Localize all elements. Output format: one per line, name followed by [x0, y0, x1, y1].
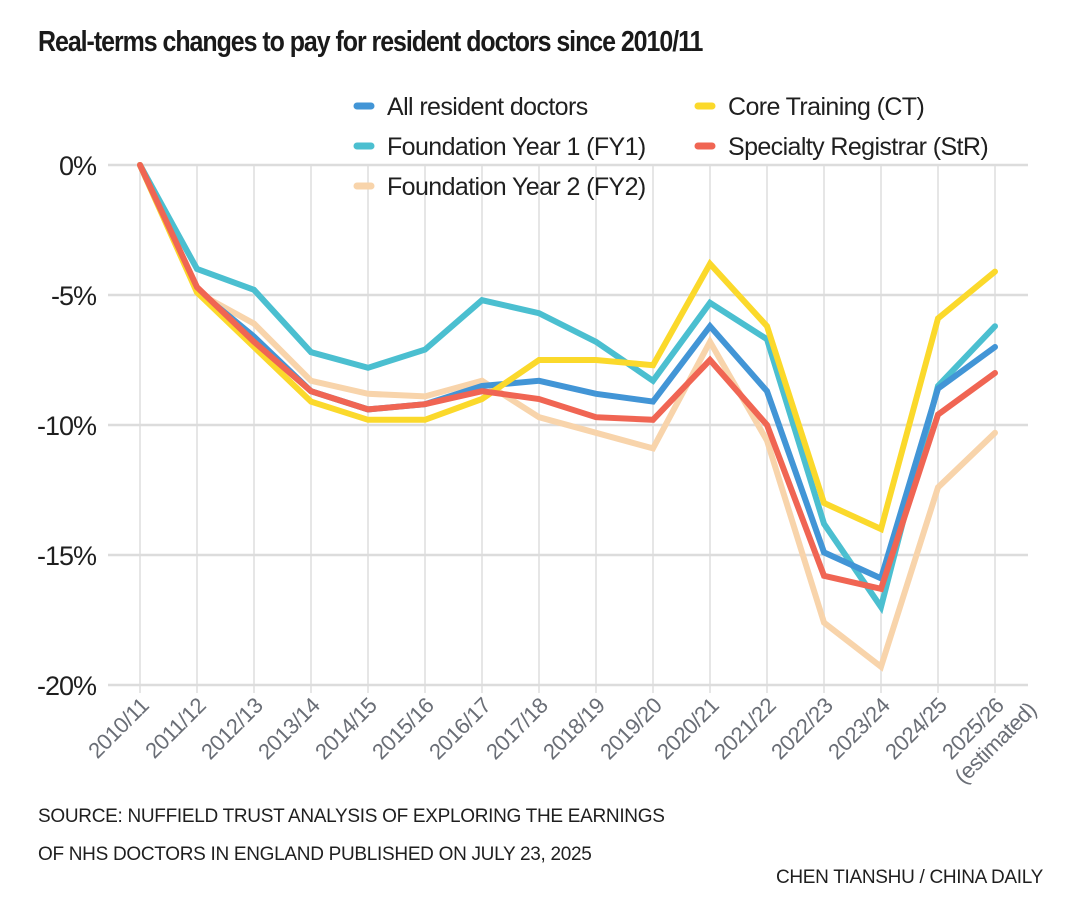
x-tick-label-line: 2019/20: [595, 693, 667, 765]
x-tick-label-line: 2022/23: [766, 693, 838, 765]
x-tick-label-line: 2012/13: [196, 693, 268, 765]
x-tick-label: 2025/26(estimated): [937, 693, 1041, 789]
legend-item: All resident doctors: [353, 93, 588, 121]
x-tick-label-line: 2024/25: [880, 693, 952, 765]
credit: CHEN TIANSHU / CHINA DAILY: [775, 867, 1043, 888]
legend-item: Foundation Year 1 (FY1): [353, 133, 646, 161]
x-axis-ticks: 2010/112011/122012/132013/142014/152015/…: [83, 693, 1041, 789]
y-tick-label: -10%: [37, 411, 97, 441]
series-line-specialty-registrar-str: [137, 162, 998, 593]
x-tick-label: 2019/20: [595, 693, 667, 765]
y-tick-label: -15%: [37, 541, 97, 571]
x-tick-label: 2012/13: [196, 693, 268, 765]
legend-item: Core Training (CT): [694, 93, 925, 121]
x-tick-label-line: 2017/18: [481, 693, 553, 765]
x-tick-label: 2014/15: [310, 693, 382, 765]
legend-item: Foundation Year 2 (FY2): [353, 173, 646, 201]
x-tick-label: 2018/19: [538, 693, 610, 765]
y-tick-label: -5%: [51, 281, 97, 311]
series-line-all-resident-doctors: [137, 162, 998, 583]
series-line-foundation-year-2-fy2: [137, 162, 998, 672]
x-tick-label: 2024/25: [880, 693, 952, 765]
x-tick-label-line: 2018/19: [538, 693, 610, 765]
x-tick-label: 2023/24: [823, 693, 895, 765]
series-lines: [137, 162, 998, 672]
y-tick-label: 0%: [59, 151, 97, 181]
x-tick-label-line: 2021/22: [709, 693, 781, 765]
legend-label: All resident doctors: [387, 93, 588, 121]
source-note-line1: SOURCE: NUFFIELD TRUST ANALYSIS OF EXPLO…: [38, 806, 665, 827]
x-tick-label: 2011/12: [140, 693, 210, 763]
y-tick-label: -20%: [37, 671, 97, 701]
x-tick-label-line: 2023/24: [823, 693, 895, 765]
legend-label: Foundation Year 1 (FY1): [387, 133, 646, 161]
x-tick-label-line: 2010/11: [83, 693, 153, 763]
legend-label: Core Training (CT): [728, 93, 924, 121]
x-tick-label-line: 2016/17: [424, 693, 496, 765]
x-tick-label: 2015/16: [367, 693, 439, 765]
x-tick-label: 2021/22: [709, 693, 781, 765]
x-tick-label: 2017/18: [481, 693, 553, 765]
x-tick-label-line: 2014/15: [310, 693, 382, 765]
x-tick-label: 2016/17: [424, 693, 496, 765]
y-axis-ticks: 0% -5% -10% -15% -20%: [37, 151, 98, 701]
x-tick-label-line: 2011/12: [140, 693, 210, 763]
x-tick-label-line: 2015/16: [367, 693, 439, 765]
chart-title: Real-terms changes to pay for resident d…: [38, 26, 703, 58]
source-note-line2: OF NHS DOCTORS IN ENGLAND PUBLISHED ON J…: [38, 844, 592, 865]
x-tick-label: 2020/21: [652, 693, 724, 765]
x-tick-label-line: 2013/14: [253, 693, 325, 765]
x-tick-label: 2013/14: [253, 693, 325, 765]
x-tick-label: 2022/23: [766, 693, 838, 765]
legend-item: Specialty Registrar (StR): [694, 133, 989, 161]
x-tick-label: 2010/11: [83, 693, 153, 763]
grid: [108, 163, 1028, 693]
legend-label: Foundation Year 2 (FY2): [387, 173, 646, 201]
legend-label: Specialty Registrar (StR): [728, 133, 988, 161]
x-tick-label-line: 2020/21: [652, 693, 724, 765]
legend: All resident doctors Foundation Year 1 (F…: [353, 93, 989, 201]
series-line-core-training-ct: [137, 162, 998, 534]
